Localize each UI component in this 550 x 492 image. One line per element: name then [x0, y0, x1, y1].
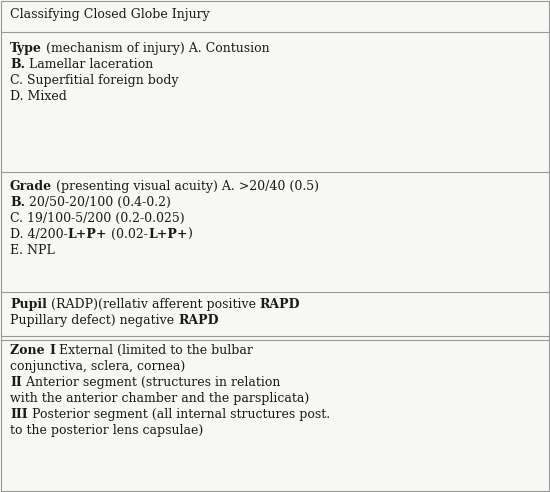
Text: L+P+: L+P+	[68, 228, 107, 241]
Text: C. 19/100-5/200 (0.2-0.025): C. 19/100-5/200 (0.2-0.025)	[10, 212, 185, 225]
Text: Posterior segment (all internal structures post.: Posterior segment (all internal structur…	[28, 408, 330, 421]
Text: RAPD: RAPD	[260, 298, 300, 311]
Text: B.: B.	[10, 58, 25, 71]
Text: Pupil: Pupil	[10, 298, 47, 311]
Text: ): )	[188, 228, 192, 241]
Text: Lamellar laceration: Lamellar laceration	[25, 58, 153, 71]
Text: Type: Type	[10, 42, 42, 55]
Text: Anterior segment (structures in relation: Anterior segment (structures in relation	[22, 376, 280, 389]
Text: to the posterior lens capsulae): to the posterior lens capsulae)	[10, 424, 204, 437]
Text: RAPD: RAPD	[178, 314, 219, 327]
Text: with the anterior chamber and the parsplicata): with the anterior chamber and the parspl…	[10, 392, 309, 405]
Text: 20/50-20/100 (0.4-0.2): 20/50-20/100 (0.4-0.2)	[25, 196, 171, 209]
Text: D. Mixed: D. Mixed	[10, 90, 67, 103]
Text: I: I	[49, 344, 55, 357]
Text: Grade: Grade	[10, 180, 52, 193]
Text: conjunctiva, sclera, cornea): conjunctiva, sclera, cornea)	[10, 360, 185, 373]
Text: (presenting visual acuity) A. >20/40 (0.5): (presenting visual acuity) A. >20/40 (0.…	[52, 180, 319, 193]
Text: Classifying Closed Globe Injury: Classifying Closed Globe Injury	[10, 8, 210, 21]
Text: (mechanism of injury) A. Contusion: (mechanism of injury) A. Contusion	[42, 42, 270, 55]
Text: Pupillary defect) negative: Pupillary defect) negative	[10, 314, 178, 327]
Text: (RADP)(rellativ afferent positive: (RADP)(rellativ afferent positive	[47, 298, 260, 311]
Text: L+P+: L+P+	[148, 228, 188, 241]
Text: III: III	[10, 408, 28, 421]
Text: II: II	[10, 376, 22, 389]
Text: D. 4/200-: D. 4/200-	[10, 228, 68, 241]
Text: External (limited to the bulbar: External (limited to the bulbar	[55, 344, 253, 357]
Text: B.: B.	[10, 196, 25, 209]
Text: C. Superfitial foreign body: C. Superfitial foreign body	[10, 74, 179, 87]
Text: (0.02-: (0.02-	[107, 228, 148, 241]
Text: E. NPL: E. NPL	[10, 244, 55, 257]
Text: Zone: Zone	[10, 344, 49, 357]
